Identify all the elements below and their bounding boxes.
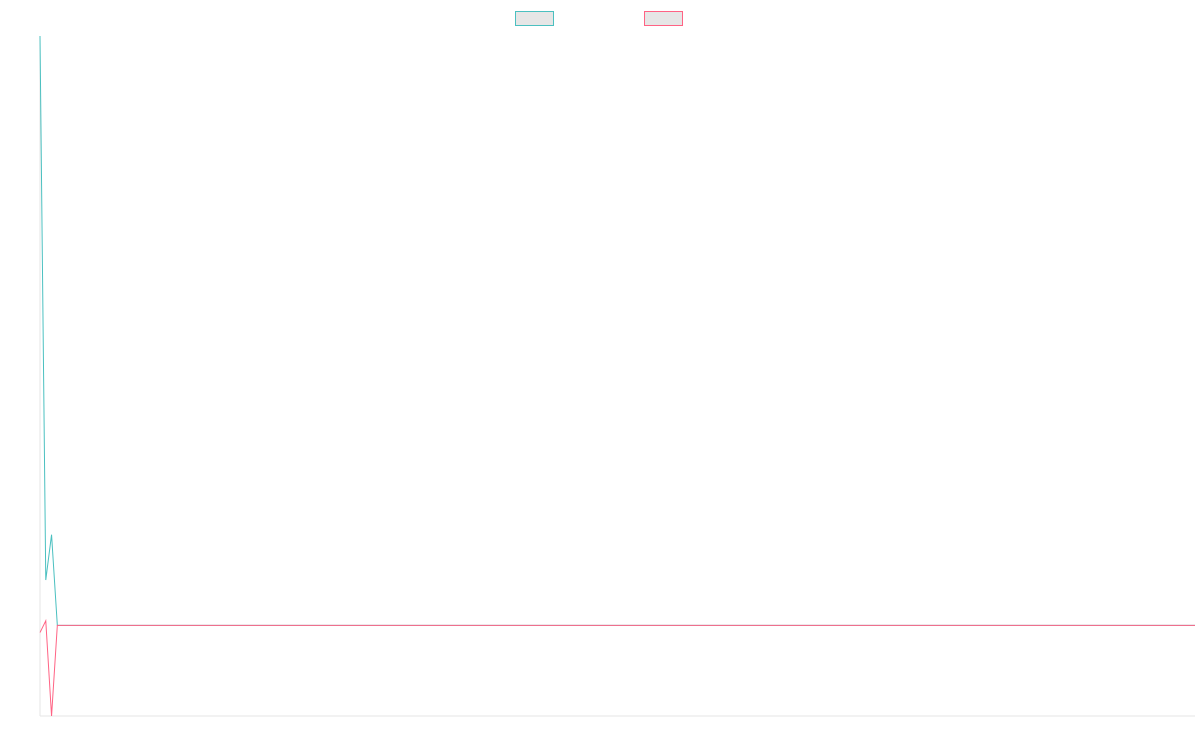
- legend-swatch-series-2: [643, 10, 683, 26]
- series-line-2: [39, 618, 1195, 717]
- legend-item-series-2[interactable]: [643, 9, 689, 27]
- chart-legend: [0, 9, 1200, 27]
- axes-layer: [39, 36, 1195, 717]
- legend-swatch-series-1: [514, 10, 554, 26]
- series-layer: [39, 35, 1195, 717]
- legend-item-series-1[interactable]: [514, 9, 560, 27]
- series-line-1: [39, 35, 1195, 626]
